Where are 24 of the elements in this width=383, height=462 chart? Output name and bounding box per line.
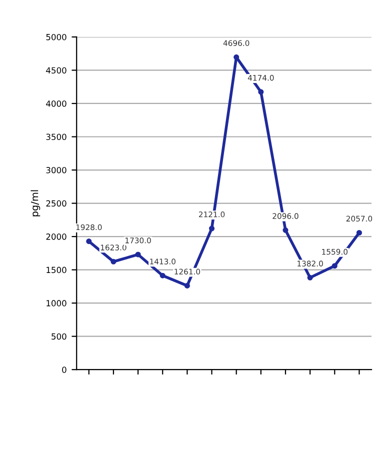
point (184, 282, 190, 288)
y-tick-label: 0 (62, 366, 66, 373)
y-tick-label: 2500 (46, 200, 66, 207)
y-tick-label: 2000 (46, 234, 66, 240)
point (282, 227, 288, 233)
point (258, 89, 264, 95)
y-tick-label: 500 (52, 333, 66, 340)
point (356, 230, 362, 236)
point (208, 226, 215, 232)
point (160, 272, 166, 278)
point (110, 258, 116, 264)
point (307, 274, 313, 280)
y-tick-label: 1000 (46, 300, 66, 306)
y-tick-label: 3000 (46, 166, 66, 174)
point (135, 252, 141, 258)
y-tick-label: 1500 (46, 266, 66, 274)
point (234, 54, 240, 60)
point (86, 238, 92, 244)
y-tick-label: 3500 (46, 134, 66, 140)
point (332, 263, 338, 269)
y-tick-label: 4000 (46, 100, 66, 107)
y-tick-label: 4500 (46, 67, 66, 74)
y-axis-title: pg/ml (30, 190, 40, 216)
y-tick-label: 5000 (46, 34, 66, 40)
